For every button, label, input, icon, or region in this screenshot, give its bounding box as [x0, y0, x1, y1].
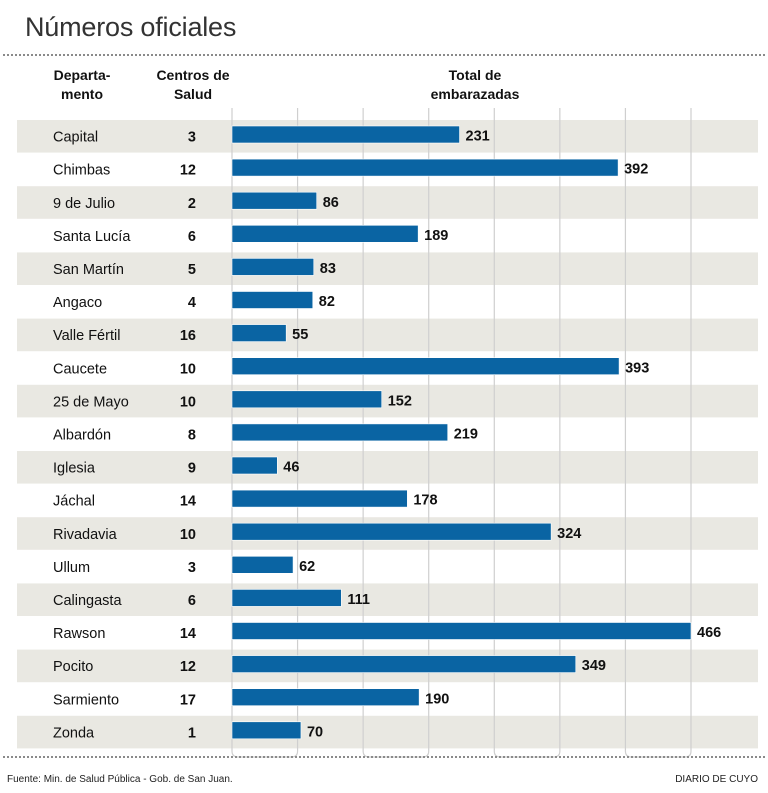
bar	[231, 655, 577, 673]
category-label: Chimbas	[53, 163, 110, 179]
row-band	[17, 318, 758, 352]
header-centros-line2: Salud	[173, 86, 213, 102]
bar	[231, 589, 342, 607]
category-label: Valle Fértil	[53, 328, 120, 344]
category-label: Jáchal	[53, 494, 95, 510]
centros-value: 12	[180, 163, 196, 179]
centros-value: 1	[188, 725, 196, 741]
bar-value-label: 111	[347, 592, 370, 608]
centros-value: 10	[180, 394, 196, 410]
bar	[231, 357, 620, 376]
centros-value: 17	[180, 692, 196, 708]
category-label: 9 de Julio	[53, 196, 115, 212]
bar-value-label: 189	[424, 228, 448, 244]
header-departamento-line1: Departa-	[53, 67, 111, 83]
category-label: Ullum	[53, 560, 90, 576]
centros-value: 10	[180, 527, 196, 543]
centros-value: 14	[180, 626, 196, 642]
bar	[231, 390, 383, 409]
header-total-line2: embarazadas	[430, 86, 520, 102]
centros-value: 5	[188, 262, 196, 278]
bar-value-label: 86	[323, 195, 339, 211]
row-band	[17, 451, 758, 484]
bar	[231, 291, 314, 309]
bar	[231, 324, 287, 342]
centros-value: 2	[188, 196, 196, 212]
row-band	[17, 252, 758, 285]
bar	[231, 258, 315, 276]
header-total-embarazadas: Total de embarazadas	[400, 66, 550, 104]
bar	[231, 158, 619, 177]
bar	[231, 522, 552, 541]
centros-value: 6	[188, 229, 196, 245]
row-band	[17, 583, 758, 616]
bar-value-label: 466	[697, 625, 721, 641]
bar-value-label: 349	[582, 658, 606, 674]
bar-value-label: 231	[466, 129, 490, 145]
bar-value-label: 152	[388, 393, 412, 409]
bar-value-label: 393	[625, 360, 649, 376]
bar	[231, 721, 302, 740]
header-departamento-line2: mento	[61, 86, 103, 102]
row-band	[17, 186, 758, 219]
category-label: Rivadavia	[53, 527, 118, 543]
bar-value-label: 70	[307, 724, 323, 740]
chart-title: Números oficiales	[25, 12, 237, 42]
category-label: Zonda	[53, 725, 95, 741]
category-label: Caucete	[53, 361, 107, 377]
bar	[231, 555, 294, 574]
centros-value: 3	[188, 130, 196, 146]
row-band	[17, 384, 758, 418]
bar-value-label: 178	[413, 493, 437, 509]
category-label: 25 de Mayo	[53, 394, 129, 410]
bar	[231, 456, 278, 475]
centros-value: 14	[180, 494, 196, 510]
bar	[231, 688, 420, 707]
bar-value-label: 190	[425, 691, 449, 707]
centros-value: 8	[188, 427, 196, 443]
bar-value-label: 83	[320, 261, 336, 277]
bar-value-label: 219	[454, 426, 478, 442]
header-departamento: Departa- mento	[32, 66, 132, 104]
category-label: Rawson	[53, 626, 105, 642]
bar-value-label: 46	[283, 460, 299, 476]
source-note: Fuente: Min. de Salud Pública - Gob. de …	[7, 774, 233, 785]
brand-credit: DIARIO DE CUYO	[675, 774, 758, 785]
centros-value: 6	[188, 593, 196, 609]
centros-value: 3	[188, 560, 196, 576]
category-label: Calingasta	[53, 593, 122, 609]
bottom-dotted-divider	[3, 756, 765, 758]
category-label: Pocito	[53, 659, 93, 675]
centros-value: 9	[188, 461, 196, 477]
header-centros-line1: Centros de	[156, 67, 230, 83]
category-label: San Martín	[53, 262, 124, 278]
centros-value: 10	[180, 361, 196, 377]
centros-value: 4	[188, 295, 196, 311]
bar	[231, 622, 692, 640]
bar	[231, 225, 419, 243]
centros-value: 16	[180, 328, 196, 344]
category-label: Albardón	[53, 427, 111, 443]
bar-value-label: 62	[299, 559, 315, 575]
bar-value-label: 82	[319, 294, 335, 310]
bar-value-label: 324	[557, 526, 581, 542]
bar-value-label: 392	[624, 162, 648, 178]
header-centros-de-salud: Centros de Salud	[138, 66, 248, 104]
bar	[231, 191, 318, 210]
bar	[231, 125, 460, 144]
category-label: Capital	[53, 130, 98, 146]
category-label: Sarmiento	[53, 692, 119, 708]
category-label: Angaco	[53, 295, 102, 311]
top-dotted-divider	[3, 54, 765, 56]
row-band	[17, 715, 758, 749]
header-total-line1: Total de	[448, 67, 502, 83]
category-label: Santa Lucía	[53, 229, 131, 245]
bar	[231, 423, 449, 442]
bar-value-label: 55	[292, 327, 308, 343]
centros-value: 12	[180, 659, 196, 675]
category-label: Iglesia	[53, 461, 96, 477]
bar	[231, 489, 408, 508]
